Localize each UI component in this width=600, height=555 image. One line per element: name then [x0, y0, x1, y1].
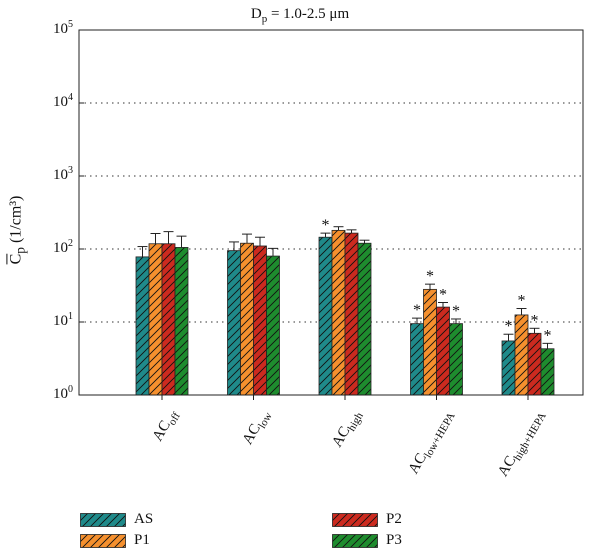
significance-star: *: [426, 268, 434, 285]
significance-star: *: [505, 318, 513, 335]
bar-p3: [266, 255, 280, 396]
bar-p2: [527, 332, 542, 396]
bar-as: [501, 340, 516, 396]
y-tick-label: 101: [53, 311, 73, 329]
bar-group: [227, 241, 241, 396]
plot-frame: [78, 29, 584, 396]
bar-group: [266, 247, 280, 396]
bar-p3: [540, 348, 555, 396]
bar-p3: [357, 242, 372, 396]
bar-group: [253, 236, 267, 396]
y-tick-label: 105: [53, 19, 73, 37]
chart-title: Dp = 1.0-2.5 μm: [250, 6, 350, 25]
bar-as: [318, 236, 333, 396]
bar-group: *: [527, 312, 542, 396]
bar-group: [344, 229, 359, 396]
bar-group: [174, 235, 189, 396]
y-tick-label: 103: [53, 165, 73, 183]
significance-star: *: [531, 312, 539, 329]
axes-frame: [78, 29, 584, 400]
bar-group: *: [423, 268, 437, 396]
bar-group: *: [318, 217, 333, 396]
bar-group: *: [449, 303, 463, 396]
bar-group: [161, 231, 176, 396]
bar-as: [135, 256, 150, 396]
significance-star: *: [452, 303, 460, 320]
bar-group: *: [514, 293, 529, 396]
bars-layer: * * * * * * * * *: [135, 217, 555, 396]
y-tick-label: 104: [53, 92, 73, 110]
significance-star: *: [322, 217, 330, 234]
bar-group: *: [410, 302, 424, 396]
bar-p1: [240, 242, 254, 396]
significance-star: *: [518, 293, 526, 310]
bar-as: [227, 250, 241, 396]
bar-p1: [423, 288, 437, 396]
bar-group: [148, 233, 163, 396]
bar-p3: [449, 323, 463, 396]
bar-group: [331, 226, 346, 396]
bar-group: [135, 246, 150, 396]
bar-p2: [436, 306, 450, 396]
significance-star: *: [544, 327, 552, 344]
bar-p1: [514, 314, 529, 396]
bar-group: *: [436, 286, 450, 396]
bar-p2: [161, 243, 176, 396]
bar-p2: [253, 245, 267, 396]
bar-group: [357, 239, 372, 396]
bar-group: *: [501, 318, 516, 396]
y-tick-label: 100: [53, 384, 73, 402]
bar-p2: [344, 232, 359, 396]
y-tick-label: 102: [53, 238, 73, 256]
bar-group: *: [540, 327, 555, 396]
significance-star: *: [439, 286, 447, 303]
significance-star: *: [413, 302, 421, 319]
bar-p1: [331, 229, 346, 396]
bar-group: [240, 233, 254, 396]
bar-as: [410, 323, 424, 396]
bar-p1: [148, 243, 163, 396]
bar-p3: [174, 247, 189, 396]
